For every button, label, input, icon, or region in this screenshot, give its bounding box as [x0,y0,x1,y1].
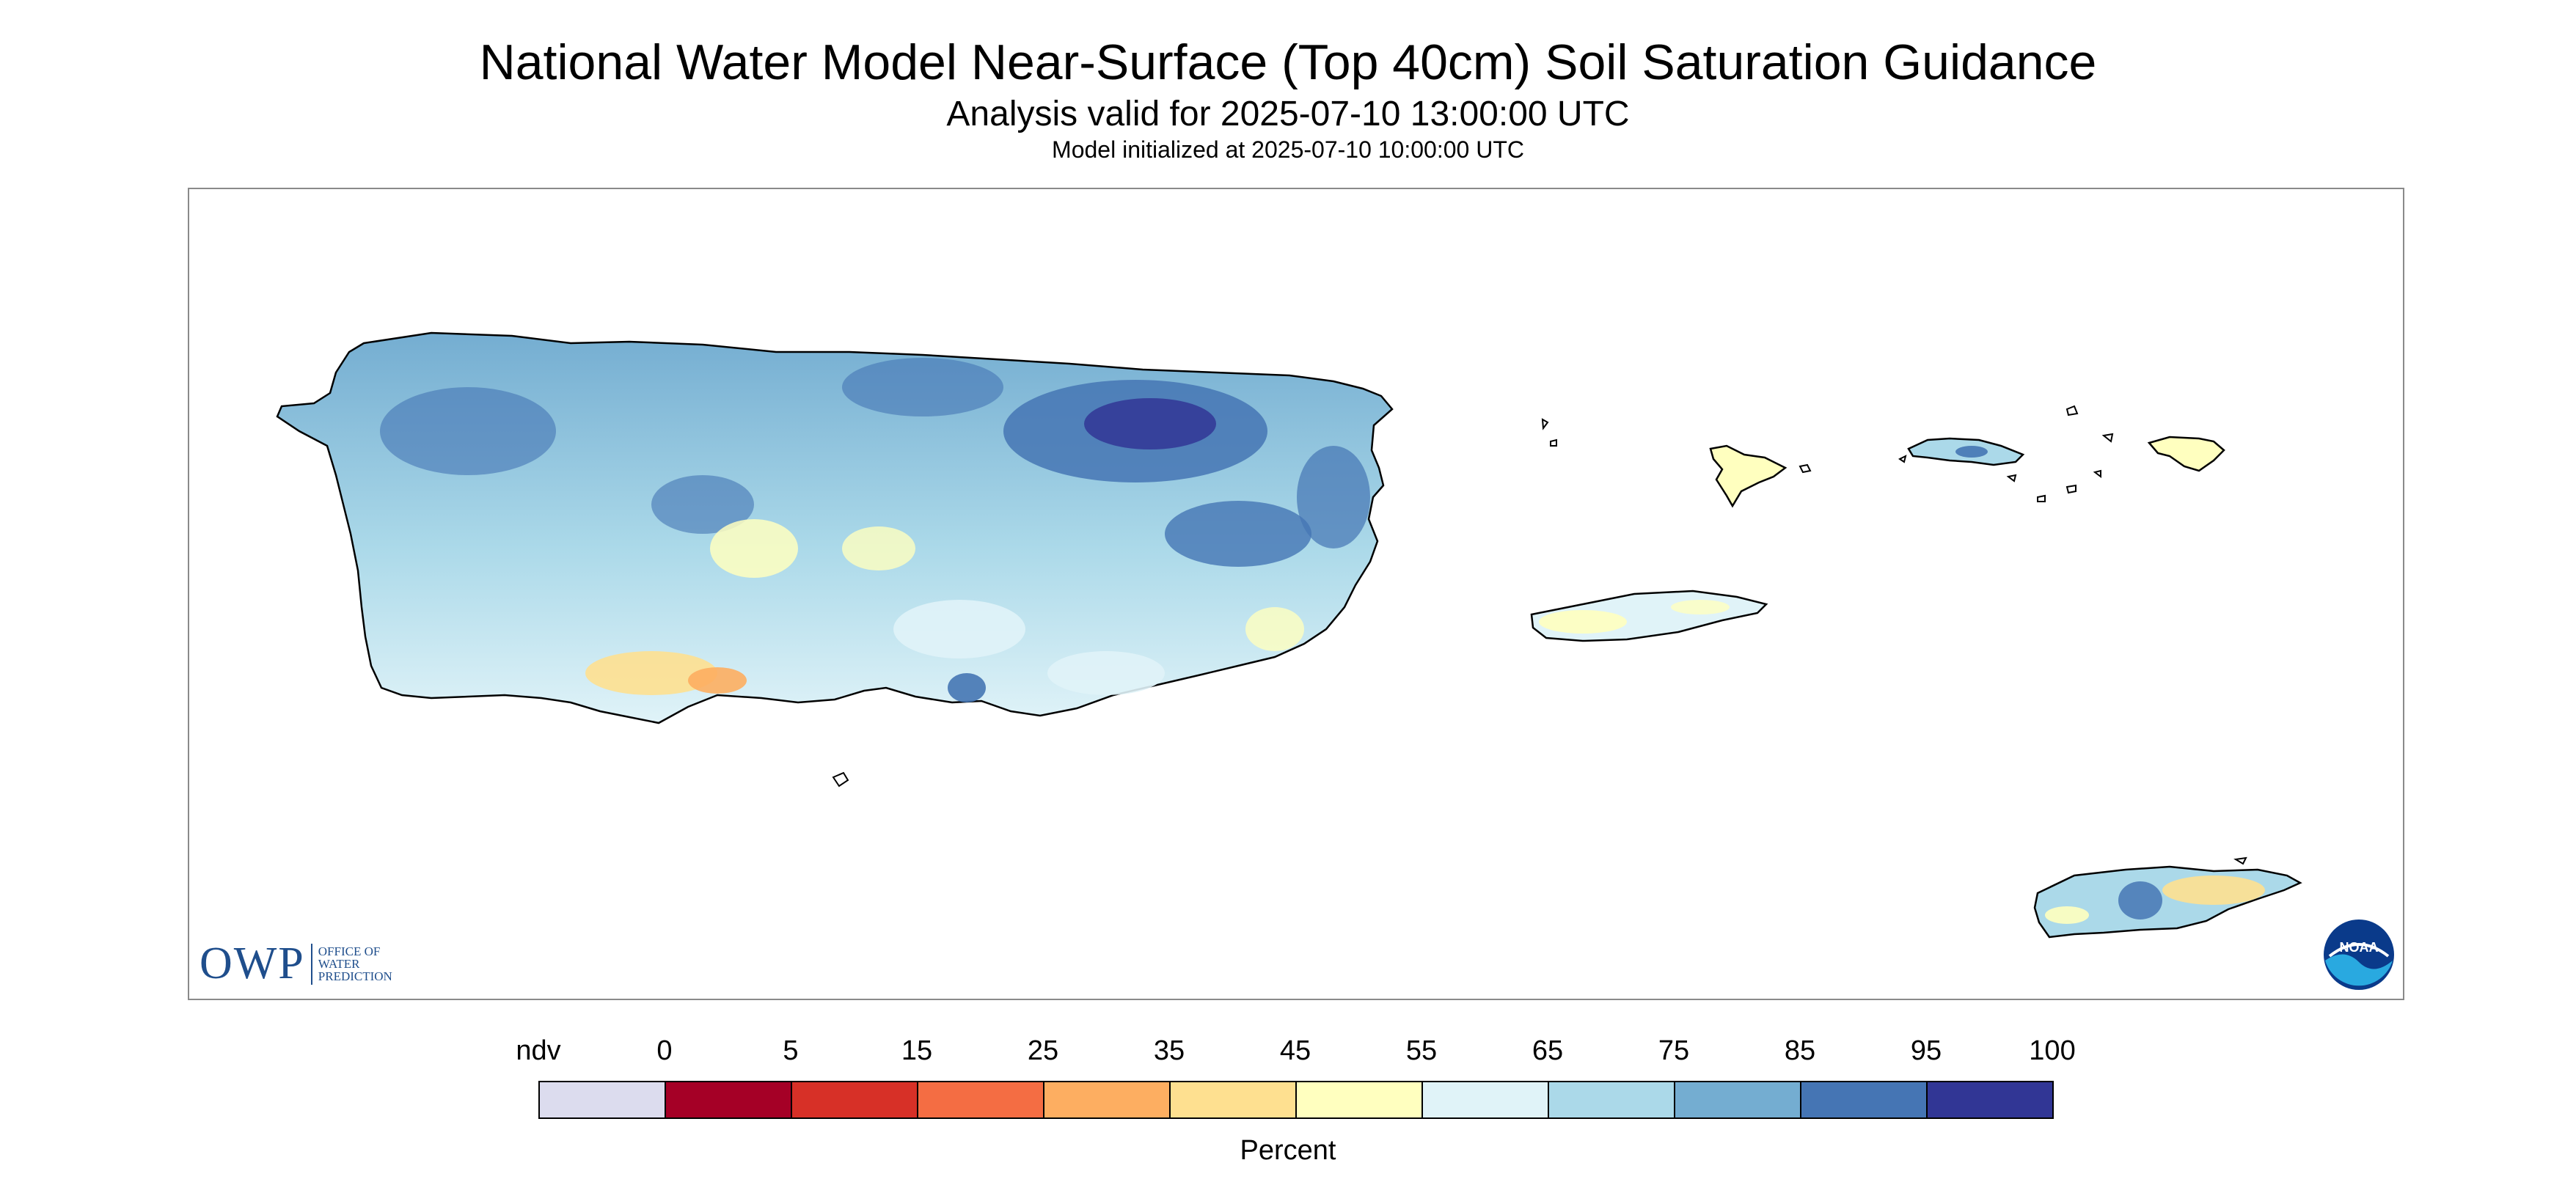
colorbar-swatch [1800,1081,1928,1119]
owp-logo-divider [310,943,312,985]
colorbar-swatch [665,1081,792,1119]
owp-logo: OWP OFFICE OF WATER PREDICTION [200,938,392,990]
colorbar-swatch [791,1081,918,1119]
colorbar-swatch [917,1081,1044,1119]
colorbar-tick-label: 85 [1784,1035,1816,1066]
colorbar-label: Percent [1240,1135,1336,1166]
map-subtitle: Analysis valid for 2025-07-10 13:00:00 U… [946,95,1630,133]
colorbar-tick-label: 75 [1658,1035,1690,1066]
colorbar-tick-label: 15 [901,1035,933,1066]
caja-de-muertos-islet [832,771,849,788]
colorbar-tick-label: 100 [2029,1035,2076,1066]
colorbar-tick-label: 35 [1153,1035,1185,1066]
st-croix-island [2033,865,2302,939]
saturation-patches [380,358,1370,702]
owp-logo-text: OWP [200,939,305,988]
colorbar-swatch [1043,1081,1171,1119]
colorbar-swatch [1674,1081,1801,1119]
map-panel: OWP OFFICE OF WATER PREDICTION NOAA [188,188,2404,1000]
colorbar-swatch [1548,1081,1675,1119]
colorbar-tick-label: 95 [1910,1035,1942,1066]
colorbar-swatch [1295,1081,1423,1119]
owp-logo-subtitle: OFFICE OF WATER PREDICTION [318,944,392,983]
colorbar-swatch [1169,1081,1297,1119]
colorbar-tick-label: 5 [783,1035,799,1066]
st-john-island [2147,436,2225,472]
model-init-line: Model initialized at 2025-07-10 10:00:00… [1052,136,1524,163]
map-canvas [276,331,2302,939]
colorbar-tick-label: 65 [1532,1035,1564,1066]
colorbar-swatch [1926,1081,2054,1119]
colorbar-tick-label: 0 [656,1035,673,1066]
colorbar-tick-label: 55 [1405,1035,1438,1066]
culebra-island [1709,444,1788,508]
colorbar-tick-label: ndv [516,1035,561,1066]
svg-text:NOAA: NOAA [2340,940,2379,955]
map-title: National Water Model Near-Surface (Top 4… [479,34,2097,90]
colorbar-swatch [538,1081,666,1119]
colorbar-swatch [1421,1081,1549,1119]
colorbar-tick-label: 25 [1027,1035,1059,1066]
colorbar-tick-label: 45 [1279,1035,1311,1066]
noaa-logo: NOAA [2324,919,2394,990]
